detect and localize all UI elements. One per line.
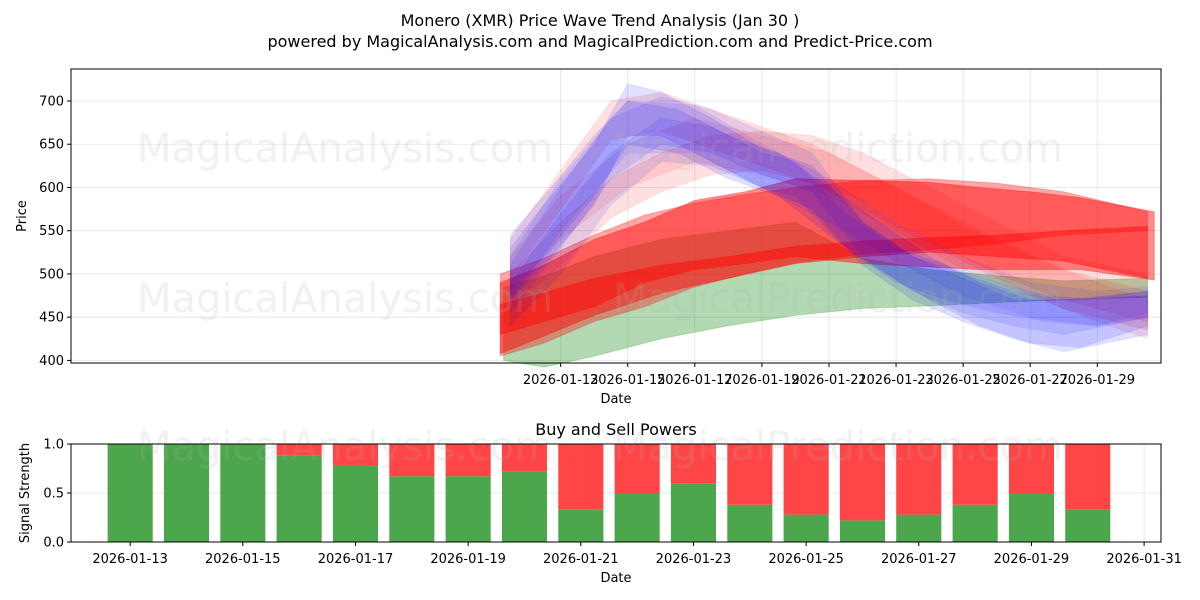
buy-bar bbox=[727, 504, 773, 542]
buy-bar bbox=[896, 514, 942, 542]
price-x-tick-label: 2026-01-13 bbox=[523, 373, 599, 388]
price-x-tick-label: 2026-01-29 bbox=[1059, 373, 1135, 388]
sell-bar bbox=[1008, 444, 1054, 493]
price-x-tick-label: 2026-01-15 bbox=[590, 373, 666, 388]
price-panel: MagicalAnalysis.com MagicalPrediction.co… bbox=[15, 68, 1162, 407]
price-grid bbox=[71, 69, 1161, 363]
price-y-tick-label: 550 bbox=[39, 224, 64, 239]
price-band-red-4 bbox=[509, 130, 1149, 323]
buy-bar bbox=[332, 465, 378, 542]
price-x-tick-label: 2026-01-19 bbox=[724, 373, 800, 388]
watermark-bottom-left: MagicalAnalysis.com bbox=[137, 424, 553, 470]
signal-x-tick-label: 2026-01-25 bbox=[768, 552, 844, 567]
sell-bar bbox=[389, 444, 435, 477]
buy-bar bbox=[276, 455, 322, 542]
signal-bars bbox=[107, 444, 1111, 542]
price-y-tick-label: 650 bbox=[39, 138, 64, 153]
price-y-tick-label: 450 bbox=[39, 311, 64, 326]
signal-y-tick-label: 0.5 bbox=[43, 487, 64, 502]
signal-y-tick-label: 0.0 bbox=[43, 536, 64, 551]
sell-bar bbox=[332, 444, 378, 466]
signal-x-tick-label: 2026-01-29 bbox=[994, 552, 1070, 567]
price-y-tick-label: 700 bbox=[39, 94, 64, 109]
price-band-blue-10 bbox=[509, 117, 1149, 328]
watermark-bottom-right: MagicalPrediction.com bbox=[613, 424, 1063, 470]
watermark-top-left: MagicalAnalysis.com bbox=[137, 126, 553, 172]
price-band-blue-9 bbox=[509, 96, 1149, 336]
buy-bar bbox=[1008, 493, 1054, 542]
buy-bar bbox=[614, 493, 660, 542]
sell-bar bbox=[839, 444, 885, 521]
price-band-blue-8 bbox=[509, 83, 1149, 353]
buy-bar bbox=[839, 520, 885, 542]
buy-bar bbox=[783, 514, 829, 542]
price-band-green-0 bbox=[503, 221, 1149, 368]
signal-x-tick-label: 2026-01-15 bbox=[205, 552, 281, 567]
sell-bar bbox=[501, 444, 547, 472]
sell-bar bbox=[896, 444, 942, 515]
price-band-red-2 bbox=[499, 178, 1149, 357]
buy-bar bbox=[501, 471, 547, 542]
signal-x-tick-label: 2026-01-23 bbox=[656, 552, 732, 567]
price-y-tick-label: 500 bbox=[39, 267, 64, 282]
sell-bar bbox=[727, 444, 773, 505]
price-y-axis-label: Price bbox=[15, 200, 30, 232]
price-x-axis-label: Date bbox=[600, 392, 631, 407]
price-band-blue-11 bbox=[509, 100, 1149, 327]
signal-y-axis-label: Signal Strength bbox=[18, 443, 33, 543]
signal-panel: Buy and Sell Powers MagicalAnalysis.com … bbox=[18, 420, 1182, 586]
price-y-tick-label: 600 bbox=[39, 181, 64, 196]
watermark-mid-left: MagicalAnalysis.com bbox=[137, 276, 553, 322]
price-x-tick-label: 2026-01-23 bbox=[858, 373, 934, 388]
sell-bar bbox=[558, 444, 604, 510]
watermark-top-right: MagicalPrediction.com bbox=[613, 126, 1063, 172]
signal-x-tick-label: 2026-01-21 bbox=[543, 552, 619, 567]
price-x-tick-label: 2026-01-21 bbox=[791, 373, 867, 388]
signal-x-tick-label: 2026-01-17 bbox=[318, 552, 394, 567]
signal-x-axis-label: Date bbox=[600, 571, 631, 586]
signal-y-tick-label: 1.0 bbox=[43, 438, 64, 453]
buy-bar bbox=[445, 476, 491, 542]
price-x-tick-label: 2026-01-17 bbox=[657, 373, 733, 388]
chart-title: Monero (XMR) Price Wave Trend Analysis (… bbox=[401, 11, 800, 30]
signal-x-tick-label: 2026-01-31 bbox=[1106, 552, 1182, 567]
price-x-tick-label: 2026-01-27 bbox=[992, 373, 1068, 388]
signal-chart-title: Buy and Sell Powers bbox=[535, 420, 697, 439]
buy-bar bbox=[389, 476, 435, 542]
sell-bar bbox=[783, 444, 829, 515]
buy-bar bbox=[220, 444, 266, 542]
signal-axes: 0.0 0.5 1.0 2026-01-13 2026-01-15 2026-01-17 2… bbox=[43, 438, 1182, 568]
price-x-tick-label: 2026-01-25 bbox=[925, 373, 1001, 388]
price-axes: 4004505005506006507002026-01-132026-01-1… bbox=[39, 94, 1135, 388]
price-band-red-6 bbox=[509, 117, 1149, 340]
buy-bar bbox=[952, 504, 998, 542]
sell-bar bbox=[952, 444, 998, 505]
signal-x-tick-label: 2026-01-13 bbox=[92, 552, 168, 567]
signal-x-tick-label: 2026-01-19 bbox=[430, 552, 506, 567]
price-band-blue-7 bbox=[509, 100, 1149, 348]
sell-bar bbox=[445, 444, 491, 477]
price-y-tick-label: 400 bbox=[39, 354, 64, 369]
price-band-red-1 bbox=[499, 178, 1155, 336]
price-bands bbox=[499, 83, 1155, 368]
sell-bar bbox=[670, 444, 716, 484]
sell-bar bbox=[1065, 444, 1111, 510]
price-band-red-3 bbox=[499, 225, 1149, 355]
buy-bar bbox=[670, 483, 716, 542]
buy-bar bbox=[558, 509, 604, 542]
buy-bar bbox=[107, 444, 153, 542]
sell-bar bbox=[614, 444, 660, 493]
price-plot-frame bbox=[70, 68, 1162, 364]
buy-bar bbox=[163, 444, 209, 542]
chart-subtitle: powered by MagicalAnalysis.com and Magic… bbox=[267, 32, 932, 51]
sell-bar bbox=[276, 444, 322, 456]
price-band-red-5 bbox=[509, 91, 1149, 331]
buy-bar bbox=[1065, 509, 1111, 542]
signal-x-tick-label: 2026-01-27 bbox=[881, 552, 957, 567]
watermark-mid-right: MagicalPrediction.com bbox=[613, 276, 1063, 322]
